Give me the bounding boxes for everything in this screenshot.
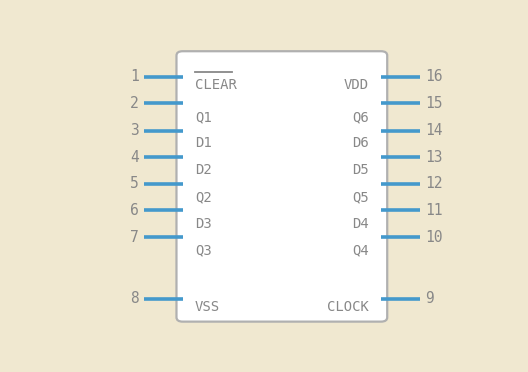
Text: D1: D1: [195, 137, 212, 150]
Text: VDD: VDD: [344, 78, 369, 92]
Text: 6: 6: [130, 203, 139, 218]
Text: 4: 4: [130, 150, 139, 165]
Text: D2: D2: [195, 163, 212, 177]
Text: 2: 2: [130, 96, 139, 111]
Text: CLOCK: CLOCK: [327, 300, 369, 314]
Text: 16: 16: [425, 69, 442, 84]
Text: D6: D6: [352, 137, 369, 150]
Text: 8: 8: [130, 291, 139, 306]
Text: D5: D5: [352, 163, 369, 177]
Text: VSS: VSS: [195, 300, 220, 314]
Text: 12: 12: [425, 176, 442, 191]
Text: Q3: Q3: [195, 243, 212, 257]
Text: Q2: Q2: [195, 190, 212, 204]
Text: Q1: Q1: [195, 110, 212, 124]
Text: CLEAR: CLEAR: [195, 78, 237, 92]
Text: 9: 9: [425, 291, 433, 306]
Text: 5: 5: [130, 176, 139, 191]
Text: Q6: Q6: [352, 110, 369, 124]
Text: Q5: Q5: [352, 190, 369, 204]
Text: 3: 3: [130, 123, 139, 138]
Text: 15: 15: [425, 96, 442, 111]
Text: D4: D4: [352, 217, 369, 231]
Text: 10: 10: [425, 230, 442, 245]
Text: 1: 1: [130, 69, 139, 84]
Text: 13: 13: [425, 150, 442, 165]
Text: Q4: Q4: [352, 243, 369, 257]
Text: 7: 7: [130, 230, 139, 245]
Text: 11: 11: [425, 203, 442, 218]
Text: 14: 14: [425, 123, 442, 138]
Text: D3: D3: [195, 217, 212, 231]
FancyBboxPatch shape: [176, 51, 387, 322]
